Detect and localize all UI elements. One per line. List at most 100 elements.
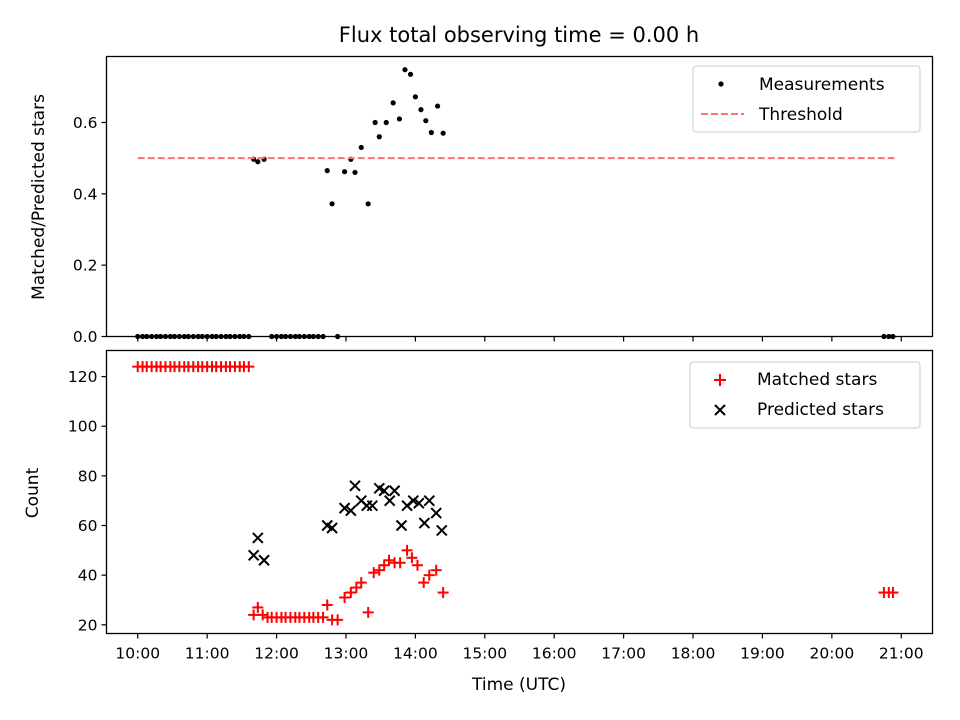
x-b [418,517,431,529]
bottom-legend-box [689,361,921,429]
measurement-point [255,159,261,165]
x-b [345,504,357,517]
bottom-x-tick-label: 12:00 [254,645,299,663]
bottom-x-tick-label: 21:00 [879,645,924,663]
predicted-star-point [366,499,379,512]
bottom-plot-area: 10:00 11:00 12:00 13:00 14:00 15:00 16:00 17:00… [68,361,924,663]
x-b [383,494,396,507]
matched-star-point [345,587,357,599]
measurement-point [402,67,408,73]
measurement-point [418,107,424,113]
measurement-point [396,116,403,122]
bottom-x-tick-label: 18:00 [671,645,716,663]
x-b [373,482,385,494]
top-y-tick-label: 0.4 [73,185,98,203]
bottom-x-axis-label: Time (UTC) [471,675,566,695]
matched-star-point [332,614,344,626]
x-b [430,507,442,519]
matched-star-point [368,567,380,579]
measurement-point [423,118,429,124]
x-b [321,519,333,532]
x-b [413,497,425,509]
x-b [378,485,390,497]
matched-star-point [383,554,395,566]
predicted-star-point [413,497,425,509]
bottom-x-tick-label: 15:00 [462,645,507,663]
bottom-x-tick-label: 10:00 [115,645,160,663]
top-chart-title: Flux total observing time = 0.00 h [339,23,699,47]
x-b [252,532,264,544]
legend-matched-label: Matched stars [757,370,877,390]
predicted-star-point [436,524,448,537]
top-plot-area: 0.0 0.2 0.4 0.6 [73,67,902,346]
matched-star-point [355,577,367,589]
bottom-legend: Matched stars Predicted stars [689,361,921,429]
predicted-star-point [378,485,390,497]
measurement-point [329,201,335,207]
measurement-point [352,169,358,176]
predicted-star-point [247,549,260,562]
bottom-y-tick-label: 120 [68,368,98,386]
legend-threshold-label: Threshold [758,105,843,125]
matched-star-point [418,577,430,589]
legend-measurements-marker [718,81,724,87]
matched-star-point [321,599,333,611]
matched-star-point [362,606,374,618]
predicted-star-point [338,502,351,514]
measurement-point [390,100,396,106]
predicted-star-point [430,507,442,519]
predicted-star-point [349,480,361,492]
x-b [423,494,435,507]
legend-measurements-label: Measurements [759,75,885,95]
bottom-x-tick-label: 13:00 [324,645,369,663]
bottom-x-tick-label: 14:00 [393,645,438,663]
matched-star-point [350,582,362,594]
measurement-point [372,119,378,126]
x-b [349,480,361,492]
x-b [366,499,379,512]
bottom-y-tick-label: 20 [78,616,98,634]
x-b [355,494,367,507]
bottom-x-tick-label: 19:00 [740,645,785,663]
matched-star-point [411,559,423,571]
measurement-point [358,144,364,151]
matched-star-point [437,587,449,599]
bottom-plot-frame [105,349,934,635]
matched-star-point [394,557,406,569]
predicted-star-point [326,522,338,534]
predicted-star-point [345,504,357,517]
predicted-star-point [258,554,270,566]
measurement-point [383,119,389,126]
predicted-star-point [252,532,264,544]
bottom-x-tick-label: 11:00 [185,645,230,663]
matched-star-point [378,559,390,571]
measurement-point [341,169,348,175]
measurement-point [365,201,371,207]
x-b [407,494,420,507]
predicted-star-point [388,485,401,497]
measurement-point [324,168,330,174]
x-b [436,524,448,537]
bottom-y-axis-label: Count [23,467,43,518]
matched-star-point [252,601,264,613]
bottom-y-tick-label: 60 [78,517,98,535]
top-y-tick-label: 0.0 [73,328,98,346]
predicted-star-point [383,494,396,507]
bottom-x-tick-label: 16:00 [532,645,577,663]
matched-star-point [430,564,442,576]
top-legend: Measurements Threshold [692,65,921,133]
measurement-point [407,71,414,77]
matched-star-point [257,609,269,621]
predicted-star-point [418,517,431,529]
x-b [395,519,408,532]
bottom-x-tick-label: 17:00 [601,645,646,663]
measurement-point [434,103,441,109]
legend-predicted-label: Predicted stars [757,400,884,420]
bottom-y-tick-label: 40 [78,567,98,585]
legend-predicted-marker [714,404,726,416]
bottom-x-tick-label: 20:00 [810,645,855,663]
matched-star-point [423,569,435,581]
top-y-tick-label: 0.2 [73,257,98,275]
predicted-star-point [395,519,408,532]
x-b [258,554,270,566]
